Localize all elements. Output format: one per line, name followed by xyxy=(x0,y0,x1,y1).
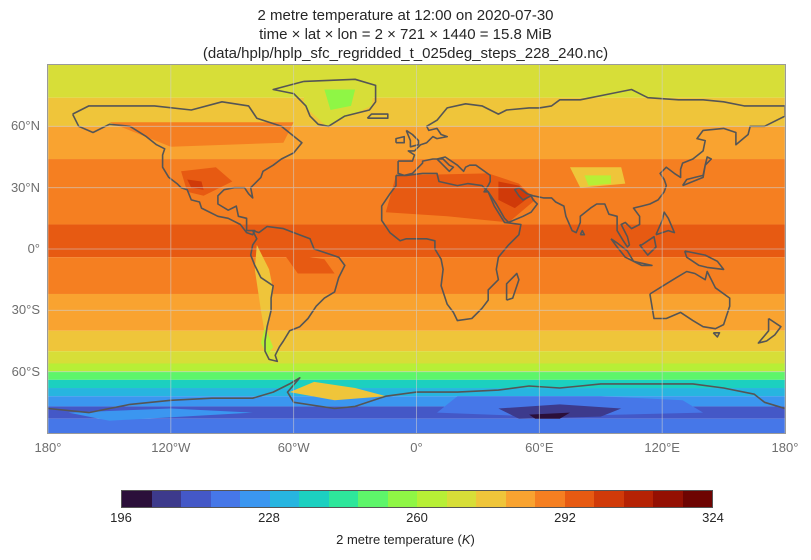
land-temperature-patch xyxy=(181,167,233,196)
lon-tick-label: 60°W xyxy=(277,440,310,455)
coastline xyxy=(683,250,725,271)
colorbar-level xyxy=(328,491,358,507)
lon-tick-label: 180° xyxy=(34,440,62,455)
temperature-map xyxy=(48,65,785,433)
coastline xyxy=(633,260,653,267)
land-temperature-patch xyxy=(254,244,274,335)
colorbar-level xyxy=(682,491,712,507)
title-line-3: (data/hplp/hplp_sfc_regridded_t_025deg_s… xyxy=(202,45,609,62)
colorbar-level xyxy=(446,491,476,507)
colorbar-level xyxy=(151,491,181,507)
lon-tick-label: 120°E xyxy=(644,440,680,455)
land-temperature-patch xyxy=(289,381,386,401)
colorbar-level xyxy=(653,491,683,507)
coastline xyxy=(610,238,635,263)
map-panel xyxy=(47,64,786,434)
land-temperature-patch xyxy=(68,408,253,421)
colorbar-level xyxy=(387,491,417,507)
colorbar-level xyxy=(505,491,535,507)
colorbar-level xyxy=(269,491,299,507)
colorbar-tick-label: 196 xyxy=(110,510,132,525)
coastline xyxy=(395,135,406,144)
coastline xyxy=(712,331,721,338)
lat-tick-label: 30°S xyxy=(11,302,40,318)
colorbar-tick-label: 260 xyxy=(406,510,428,525)
lat-tick-label: 60°N xyxy=(10,118,40,134)
colorbar-level xyxy=(594,491,624,507)
coastline xyxy=(48,376,785,414)
colorbar-level xyxy=(181,491,211,507)
plot-title: 2 metre temperature at 12:00 on 2020-07-… xyxy=(0,6,811,63)
coastline xyxy=(505,272,520,301)
lon-tick-label: 60°E xyxy=(525,440,554,455)
colorbar xyxy=(121,490,713,508)
land-temperature-patch xyxy=(385,173,536,223)
coastline xyxy=(681,156,713,187)
land-temperature-patch xyxy=(283,253,335,274)
lon-tick-label: 0° xyxy=(410,440,423,455)
lat-tick-label: 30°N xyxy=(10,179,40,195)
lon-tick-label: 120°W xyxy=(151,440,191,455)
colorbar-level xyxy=(122,491,152,507)
lat-tick-label: 60°S xyxy=(11,363,40,379)
coastline xyxy=(579,229,586,236)
coastline xyxy=(249,225,346,363)
colorbar-tick-label: 228 xyxy=(258,510,280,525)
coastlines xyxy=(48,78,785,414)
coastline xyxy=(366,113,389,120)
lon-tick-label: 180° xyxy=(771,440,799,455)
coastline xyxy=(397,88,785,248)
coastline xyxy=(649,270,731,330)
title-line-1: 2 metre temperature at 12:00 on 2020-07-… xyxy=(257,7,554,24)
unit-symbol: K xyxy=(461,532,471,547)
colorbar-level xyxy=(299,491,329,507)
colorbar-level xyxy=(358,491,388,507)
land-temperature-patch xyxy=(187,179,204,190)
colorbar-tick-label: 324 xyxy=(702,510,724,525)
land-temperature-patch xyxy=(260,326,274,356)
colorbar-level xyxy=(476,491,506,507)
lat-tick-label: 0° xyxy=(27,241,40,256)
coastline xyxy=(71,100,303,236)
land-temperature-patch xyxy=(109,122,294,147)
colorbar-label: 2 metre temperature (K) xyxy=(0,532,811,547)
colorbar-level xyxy=(240,491,270,507)
colorbar-level xyxy=(210,491,240,507)
coastline xyxy=(380,172,522,322)
coastline xyxy=(405,129,420,148)
colorbar-level xyxy=(564,491,594,507)
colorbar-label-text: 2 metre temperature (K) xyxy=(336,532,475,547)
gridlines xyxy=(48,65,785,433)
colorbar-tick-label: 292 xyxy=(554,510,576,525)
colorbar-level xyxy=(417,491,447,507)
land-temperature-patch xyxy=(498,404,622,419)
coastline xyxy=(757,317,782,344)
title-line-2: time × lat × lon = 2 × 721 × 1440 = 15.8… xyxy=(259,26,552,43)
coastline xyxy=(638,235,657,256)
land-temperature-fill xyxy=(68,79,704,421)
land-temperature-patch xyxy=(324,89,356,110)
colorbar-level xyxy=(623,491,653,507)
colorbar-level xyxy=(535,491,565,507)
land-temperature-patch xyxy=(498,181,532,209)
land-temperature-patch xyxy=(584,175,611,186)
